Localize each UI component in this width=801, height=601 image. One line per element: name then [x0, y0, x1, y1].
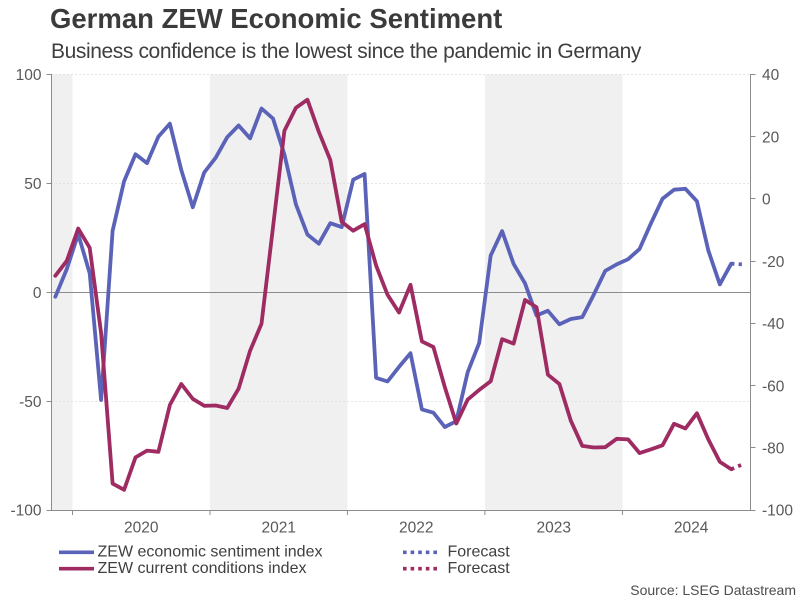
svg-text:50: 50 — [24, 176, 42, 193]
svg-text:-80: -80 — [762, 441, 785, 458]
svg-text:Source: LSEG Datastream: Source: LSEG Datastream — [630, 582, 796, 598]
svg-text:2024: 2024 — [674, 520, 709, 537]
svg-text:0: 0 — [762, 192, 771, 209]
svg-text:40: 40 — [762, 67, 780, 84]
svg-text:-20: -20 — [762, 254, 785, 271]
svg-text:2023: 2023 — [536, 520, 570, 537]
svg-text:-100: -100 — [762, 503, 793, 520]
svg-text:20: 20 — [762, 129, 780, 146]
svg-text:2020: 2020 — [124, 520, 159, 537]
svg-text:-50: -50 — [19, 394, 42, 411]
svg-text:100: 100 — [16, 67, 42, 84]
svg-text:-60: -60 — [762, 378, 785, 395]
svg-text:Forecast: Forecast — [448, 544, 511, 561]
svg-text:Forecast: Forecast — [448, 560, 511, 577]
svg-text:-100: -100 — [10, 503, 41, 520]
svg-text:2021: 2021 — [261, 520, 295, 537]
svg-text:-40: -40 — [762, 316, 785, 333]
svg-text:ZEW current conditions index: ZEW current conditions index — [98, 560, 307, 577]
svg-text:2022: 2022 — [399, 520, 433, 537]
svg-text:0: 0 — [33, 285, 42, 302]
svg-text:ZEW economic sentiment index: ZEW economic sentiment index — [98, 544, 323, 561]
